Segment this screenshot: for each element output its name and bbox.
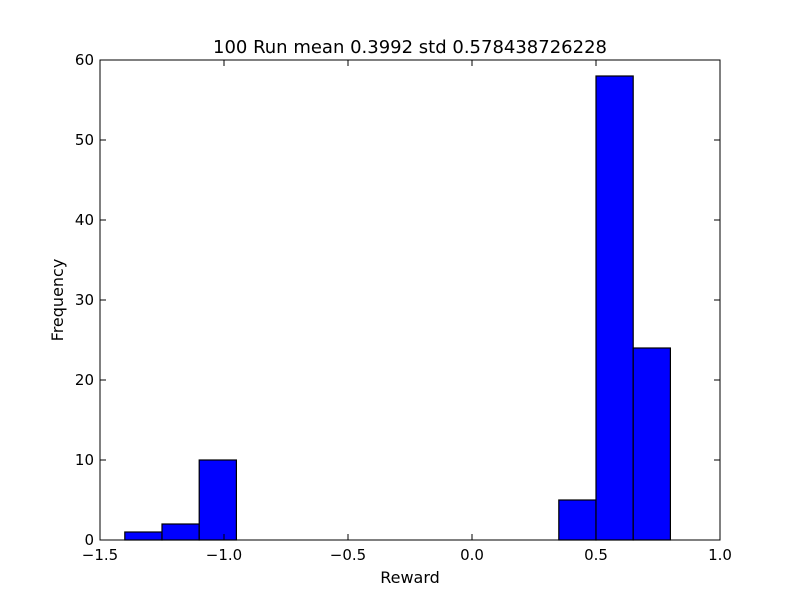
- y-tick-label: 30: [75, 291, 94, 309]
- x-axis-label: Reward: [380, 568, 440, 587]
- ticks-layer: −1.5 −1.0 −0.5 0.0 0.5 1.0 0 10 20 30 40 50 60: [75, 51, 732, 564]
- plot-frame: [99, 59, 721, 541]
- histogram-bar-3: [198, 459, 237, 541]
- x-tick-label: −1.0: [206, 546, 242, 564]
- y-axis-label: Frequency: [48, 259, 67, 342]
- histogram-bar-2: [161, 523, 200, 541]
- y-tick-label: 0: [84, 531, 94, 549]
- chart-title: 100 Run mean 0.3992 std 0.578438726228: [213, 37, 607, 58]
- histogram-bar-6: [632, 347, 672, 541]
- histogram-bar-1: [124, 531, 163, 541]
- x-tick-label: 0.5: [584, 546, 608, 564]
- y-tick-label: 40: [75, 211, 94, 229]
- y-tick-label: 10: [75, 451, 94, 469]
- y-tick-label: 60: [75, 51, 94, 69]
- y-tick-label: 20: [75, 371, 94, 389]
- x-tick-label: −1.5: [82, 546, 118, 564]
- x-tick-label: −0.5: [330, 546, 366, 564]
- x-tick-label: 0.0: [460, 546, 484, 564]
- x-tick-label: 1.0: [708, 546, 732, 564]
- y-tick-label: 50: [75, 131, 94, 149]
- bars-layer: [124, 75, 672, 541]
- histogram-bar-5: [595, 75, 634, 541]
- histogram-bar-4: [558, 499, 597, 541]
